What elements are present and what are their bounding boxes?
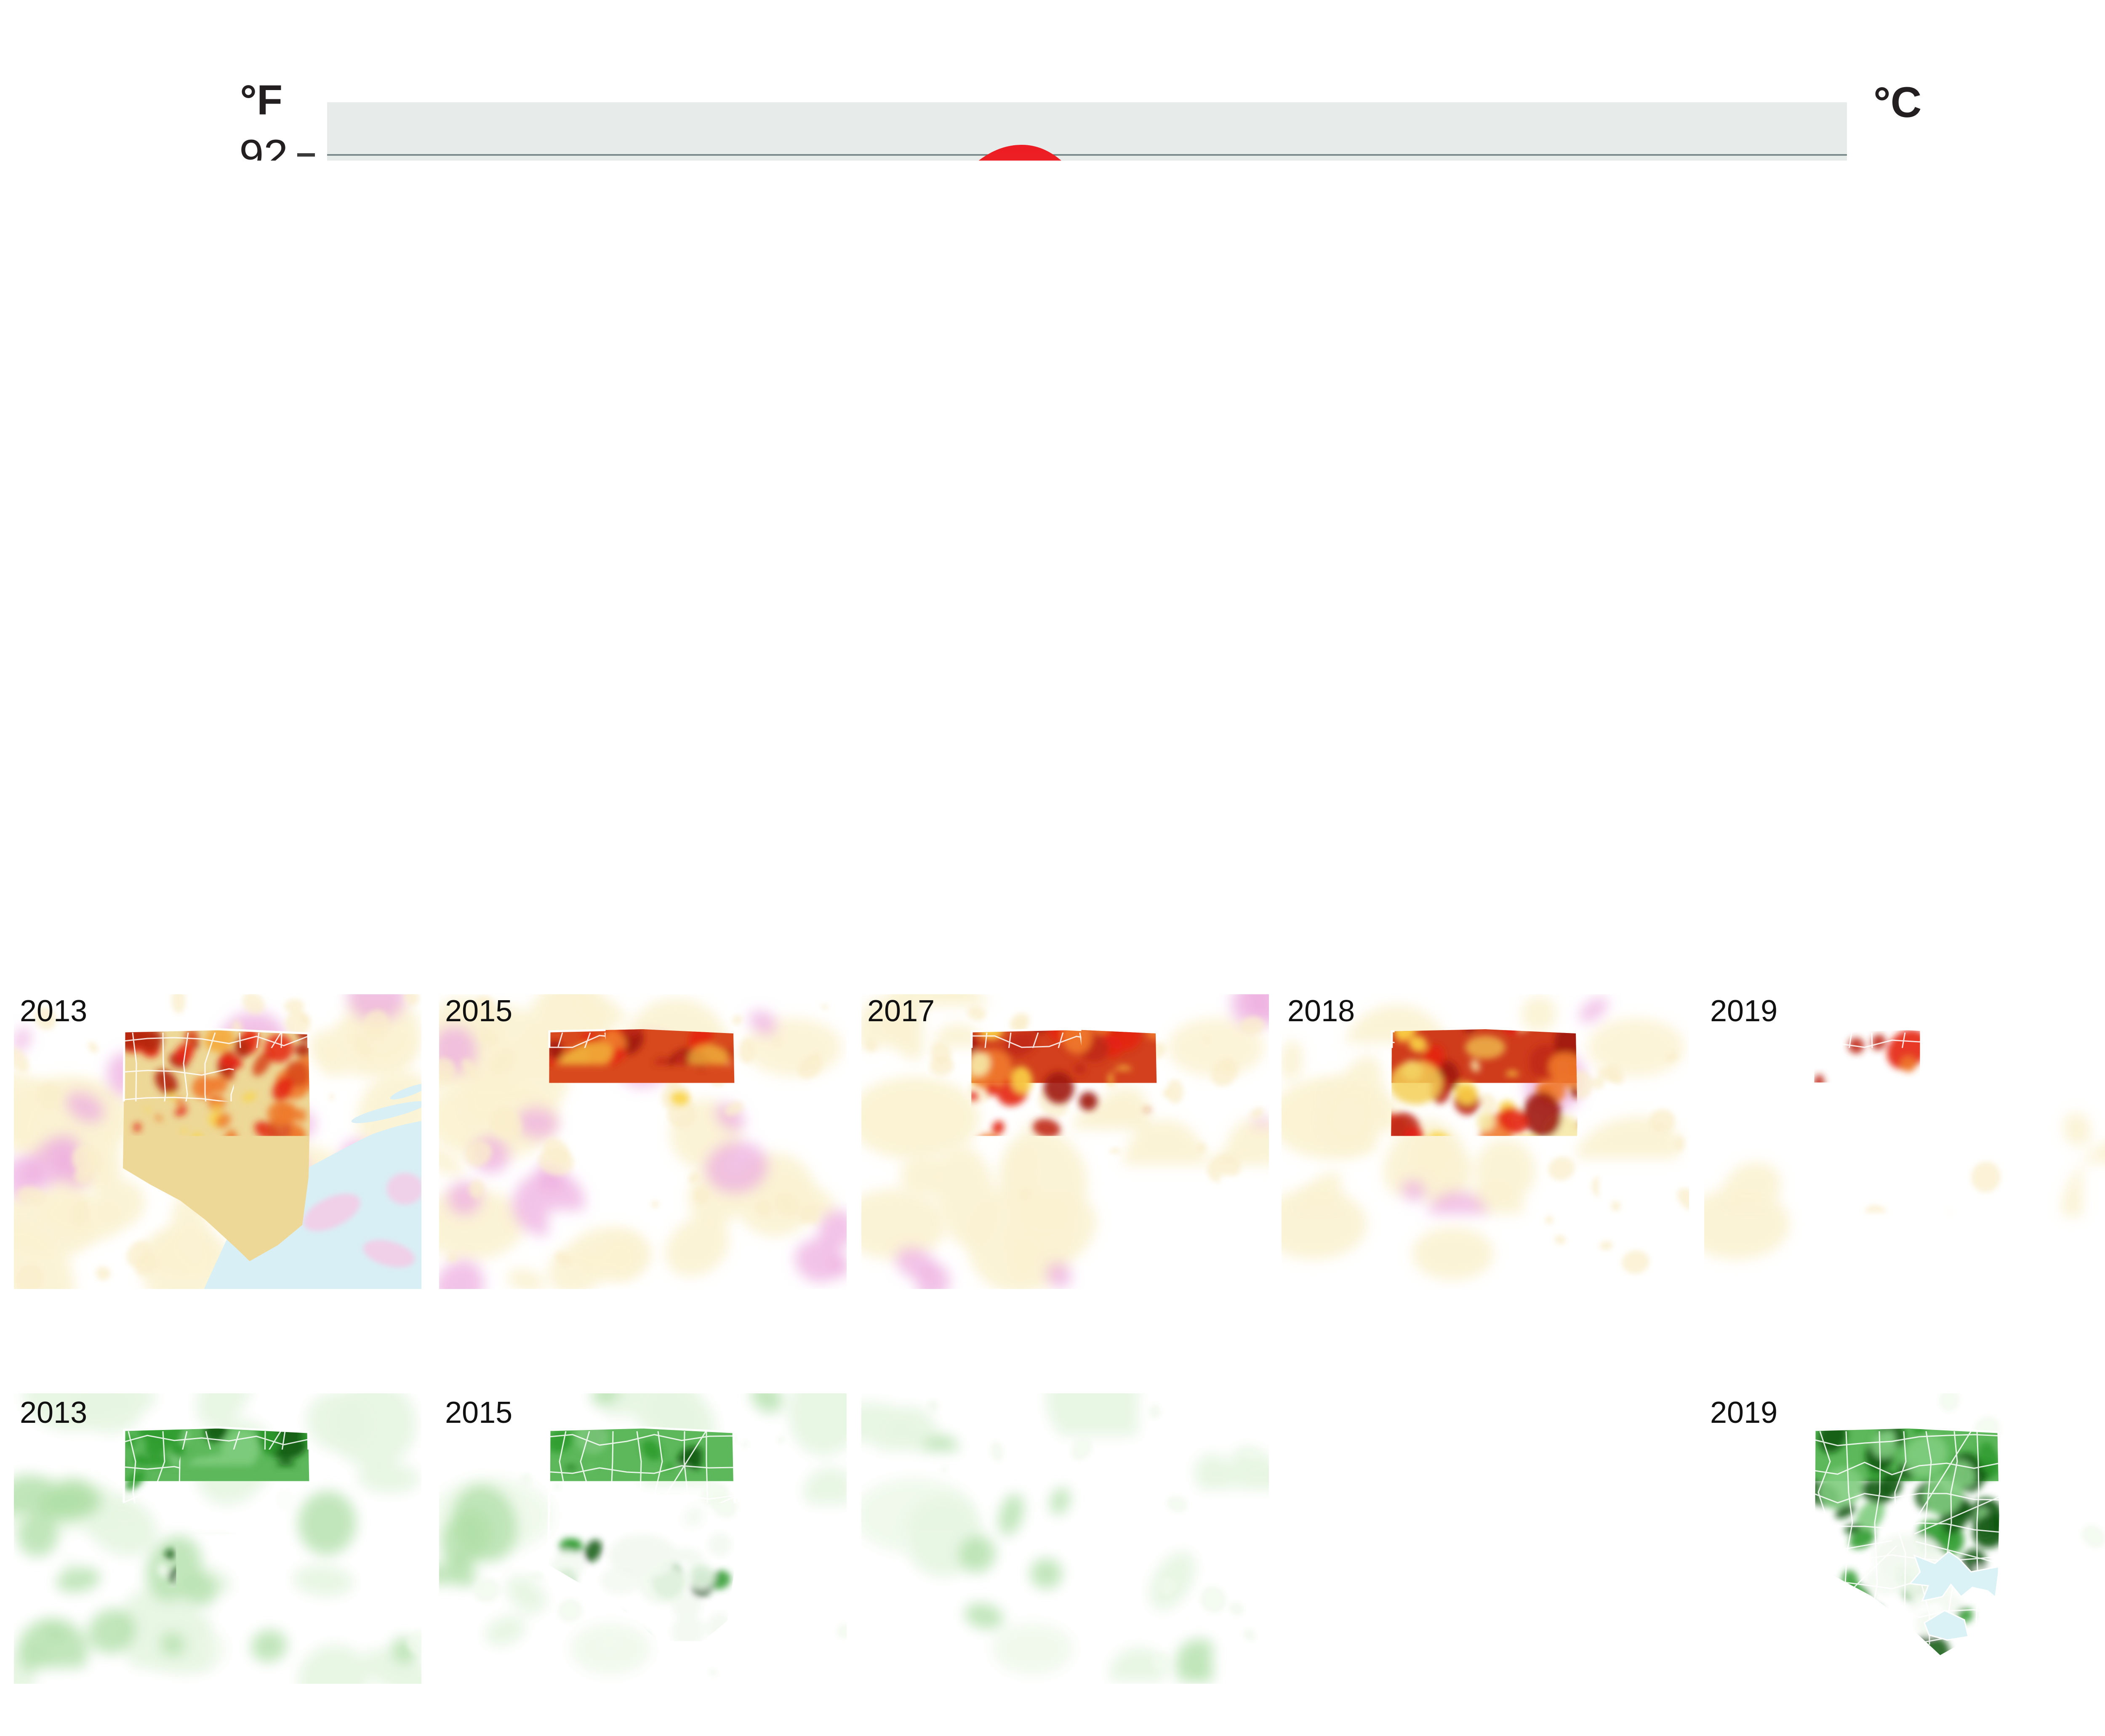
svg-text:2015: 2015: [445, 1396, 512, 1430]
svg-text:Rural: Rural: [1753, 763, 1828, 798]
svg-text:Residential: Residential: [1488, 802, 1642, 837]
svg-text:Downtown: Downtown: [943, 763, 1089, 798]
svg-text:Residential: Residential: [1141, 802, 1295, 837]
svg-text:Suburban: Suburban: [540, 763, 675, 798]
svg-text:°C: °C: [1873, 78, 1921, 126]
svg-text:2013: 2013: [20, 994, 87, 1028]
svg-text:2019: 2019: [1710, 994, 1777, 1028]
svg-text:30: 30: [1886, 451, 1935, 500]
svg-text:2018: 2018: [1287, 994, 1355, 1028]
svg-text:2015: 2015: [445, 994, 512, 1028]
svg-text:Commercial: Commercial: [723, 763, 890, 798]
svg-text:Park: Park: [1343, 763, 1407, 798]
svg-text:85: 85: [239, 504, 288, 553]
svg-text:°F: °F: [240, 77, 282, 124]
svg-text:2017: 2017: [867, 994, 935, 1028]
svg-text:2013: 2013: [20, 1396, 87, 1430]
svg-text:Residential: Residential: [530, 802, 684, 837]
svg-text:LATE AFTERNOON TEMPERATURE: LATE AFTERNOON TEMPERATURE: [169, 186, 225, 690]
svg-text:2018: 2018: [1287, 1396, 1355, 1430]
svg-text:2017: 2017: [867, 1396, 935, 1430]
svg-text:Urban: Urban: [1176, 763, 1261, 798]
svg-text:33: 33: [1886, 163, 1935, 212]
svg-text:Farmland: Farmland: [1724, 802, 1856, 837]
svg-text:The serise of LST in Baltimore: The serise of LST in Baltimore City for …: [16, 931, 814, 979]
svg-text:Suburban: Suburban: [1497, 763, 1633, 798]
svg-text:92: 92: [239, 131, 288, 180]
svg-text:2019: 2019: [1710, 1396, 1777, 1430]
svg-text:The serise of NDVI in Baltimor: The serise of NDVI in Baltimore City for…: [16, 1333, 845, 1382]
svg-text:31: 31: [1886, 355, 1935, 404]
svg-text:Rural: Rural: [359, 763, 433, 798]
svg-text:32: 32: [1886, 259, 1935, 308]
